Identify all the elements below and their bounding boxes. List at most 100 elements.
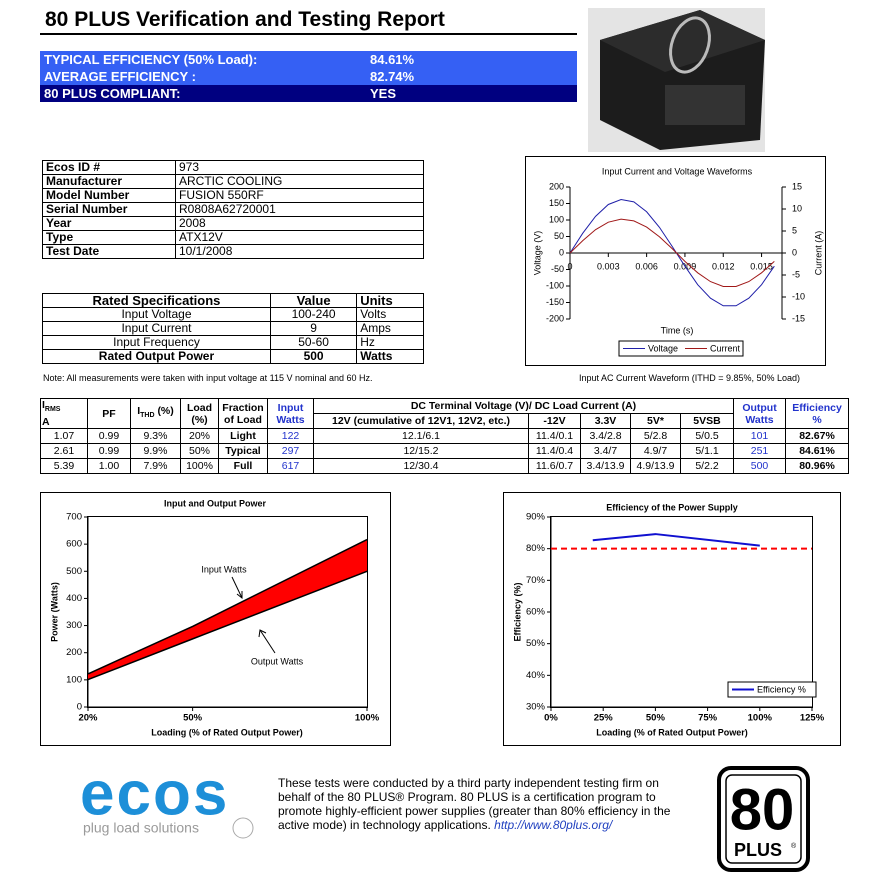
annotation-arrow (231, 576, 243, 599)
x-tick-label: 0.015 (750, 261, 773, 271)
waveform-caption: Input AC Current Waveform (ITHD = 9.85%,… (579, 373, 801, 383)
annotation-arrow (236, 591, 243, 600)
rated-row: Input Frequency 50-60 Hz (42, 335, 424, 350)
rated-row: Input Voltage 100-240 Volts (42, 307, 424, 322)
summary-row: AVERAGE EFFICIENCY : 82.74% (40, 68, 577, 85)
rated-cell: Input Frequency (42, 335, 271, 350)
test-cell: 11.6/0.7 (528, 458, 581, 475)
series-line (87, 570, 368, 681)
x-tick-label: 125% (800, 713, 825, 724)
y-tick-label: 200 (549, 181, 564, 191)
header-cell: PF (87, 397, 131, 430)
test-cell: 5/1.1 (679, 443, 735, 460)
test-cell: 9.3% (130, 428, 181, 445)
rated-row: Input Current 9 Amps (42, 321, 424, 336)
test-cell: 5/0.5 (679, 428, 735, 445)
header-text: I (137, 405, 141, 417)
y2-tick-label: 15 (792, 181, 802, 191)
test-cell: 1.00 (87, 458, 131, 475)
test-cell: 297 (267, 443, 314, 460)
test-cell: 101 (733, 428, 787, 445)
info-row: Manufacturer ARCTIC COOLING (42, 174, 424, 189)
chart-frame (525, 156, 826, 366)
y-tick-label: 0 (559, 247, 564, 257)
test-cell: 3.4/7 (580, 443, 631, 460)
rated-cell: 500 (269, 349, 358, 364)
test-cell: 500 (733, 458, 787, 475)
summary-value: YES (370, 86, 397, 101)
info-table: Ecos ID #973 Manufacturer ARCTIC COOLING Mo… (42, 160, 424, 259)
y-tick-label: -50 (551, 264, 564, 274)
y2-axis-title: Current (A) (813, 231, 823, 276)
info-cell: 2008 (175, 216, 424, 231)
header-text: Watts (745, 413, 774, 426)
header-cell: 5V* (630, 413, 681, 430)
legend-box (727, 681, 817, 698)
header-text: of Load (224, 413, 262, 426)
info-cell: Model Number (42, 188, 176, 203)
footer-text: These tests were conducted by a third pa… (278, 776, 688, 832)
x-axis-title: Loading (% of Rated Output Power) (151, 727, 303, 737)
chart-frame (40, 492, 391, 746)
header-cell: -12V (528, 413, 581, 430)
header-text: (%) (157, 405, 174, 417)
footer-link[interactable]: http://www.80plus.org/ (494, 818, 613, 832)
y-tick-label: 200 (66, 647, 82, 658)
summary: TYPICAL EFFICIENCY (50% Load): 84.61% AVER… (40, 51, 577, 102)
header-text: Efficiency (792, 401, 842, 414)
series-line (87, 538, 368, 675)
y-tick-label: 100 (549, 214, 564, 224)
test-cell: Full (218, 458, 268, 475)
report-title: 80 PLUS Verification and Testing Report (45, 8, 445, 31)
test-table: IRMS A PF ITHD (%) Load (%) Fraction of Loa… (40, 397, 850, 475)
y-axis-title: Voltage (V) (532, 231, 542, 276)
legend-box (618, 340, 744, 357)
footer-paragraph: These tests were conducted by a third pa… (278, 776, 671, 832)
series-line (592, 533, 760, 547)
header-cell: 5VSB (679, 413, 735, 430)
test-cell: 12/30.4 (313, 458, 529, 475)
rated-cell: Input Current (42, 321, 271, 336)
header-text: I (42, 399, 45, 411)
y-tick-label: 80% (526, 543, 546, 554)
header-text: Load (186, 401, 213, 414)
test-cell: 11.4/0.4 (528, 443, 581, 460)
test-cell: 4.9/7 (630, 443, 681, 460)
legend-label: Current (710, 343, 741, 353)
rated-header-cell: Value (269, 293, 358, 308)
header-text: Input (277, 401, 304, 414)
header-cell: Efficiency% (785, 397, 850, 430)
info-cell: R0808A62720001 (175, 202, 424, 217)
info-cell: Test Date (42, 244, 176, 259)
test-cell: 84.61% (785, 443, 850, 460)
test-cell: Typical (218, 443, 268, 460)
plot-frame (550, 516, 813, 708)
y2-tick-label: 10 (792, 203, 802, 213)
header-cell: IRMS A (40, 397, 88, 430)
test-cell: 82.67% (785, 428, 850, 445)
test-cell: 50% (180, 443, 219, 460)
psu-photo (588, 8, 765, 152)
rated-cell: Volts (356, 307, 424, 322)
summary-label: 80 PLUS COMPLIANT: (44, 86, 181, 101)
test-cell: 122 (267, 428, 314, 445)
test-cell: 7.9% (130, 458, 181, 475)
x-tick-label: 0% (544, 713, 558, 724)
y2-tick-label: -10 (792, 291, 805, 301)
plug-icon (232, 817, 254, 839)
badge-mark: ® (791, 842, 797, 850)
info-cell: Manufacturer (42, 174, 176, 189)
y2-tick-label: -15 (792, 313, 805, 323)
y-axis-title: Power (Watts) (49, 582, 59, 642)
info-row: Model Number FUSION 550RF (42, 188, 424, 203)
test-cell: 5/2.8 (630, 428, 681, 445)
test-cell: 3.4/13.9 (580, 458, 631, 475)
test-row: 2.61 0.99 9.9% 50% Typical 297 12/15.2 11.4/0.4… (40, 443, 850, 460)
y-tick-label: -200 (546, 313, 564, 323)
info-cell: ATX12V (175, 230, 424, 245)
test-cell: 5.39 (40, 458, 88, 475)
rated-cell: 9 (269, 321, 358, 336)
annotation: Input Watts (201, 564, 247, 574)
y2-tick-label: 5 (792, 225, 797, 235)
